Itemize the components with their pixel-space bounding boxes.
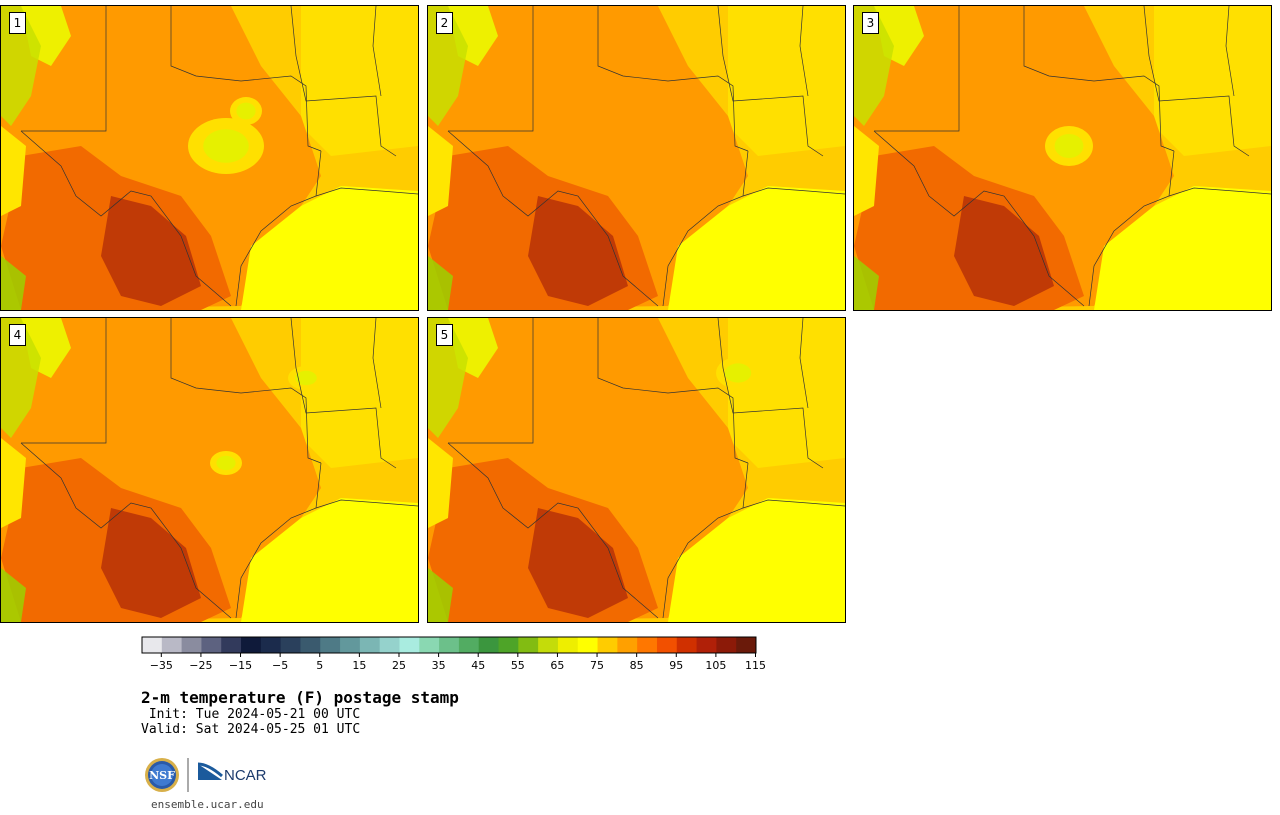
colorbar-tick-label: −35	[149, 659, 173, 672]
panel-number-label: 3	[862, 12, 879, 34]
colorbar-tick-label: 15	[352, 659, 367, 672]
colorbar-swatch	[280, 637, 301, 653]
colorbar-tick-label: 25	[391, 659, 406, 672]
colorbar-swatch	[181, 637, 202, 653]
colorbar-swatch	[300, 637, 321, 653]
colorbar-swatch	[201, 637, 222, 653]
colorbar-swatch	[676, 637, 698, 653]
init-time: Init: Tue 2024-05-21 00 UTC	[141, 707, 361, 722]
ensemble-member-1-map: 1	[0, 5, 419, 311]
panel-number-label: 5	[436, 324, 453, 346]
state-borders	[20, 6, 418, 307]
colorbar-swatch	[260, 637, 282, 653]
colorbar-swatch	[577, 637, 599, 653]
colorbar-tick-label: 65	[550, 659, 565, 672]
colorbar-swatch	[359, 637, 381, 653]
ensemble-member-5-map: 5	[427, 317, 846, 623]
map-title: 2-m temperature (F) postage stamp	[141, 688, 459, 707]
state-borders	[447, 318, 845, 619]
colorbar-swatch	[340, 637, 361, 653]
colorbar-swatch	[617, 637, 638, 653]
state-borders	[447, 6, 845, 307]
colorbar-tick-label: 75	[590, 659, 605, 672]
colorbar-tick-label: −25	[189, 659, 213, 672]
svg-text:NSF: NSF	[149, 769, 175, 782]
temperature-field	[1, 6, 418, 310]
colorbar-swatch	[419, 637, 440, 653]
ensemble-member-4-map: 4	[0, 317, 419, 623]
colorbar-tick-label: 95	[669, 659, 684, 672]
colorbar-swatch	[696, 637, 717, 653]
colorbar-swatch	[637, 637, 658, 653]
temperature-field	[854, 6, 1271, 310]
colorbar-swatch	[399, 637, 420, 653]
temperature-field	[428, 318, 845, 622]
panel-number-label: 2	[436, 12, 453, 34]
ensemble-member-2-map: 2	[427, 5, 846, 311]
state-borders	[873, 6, 1271, 307]
colorbar-swatch	[241, 637, 262, 653]
colorbar-swatch	[221, 637, 242, 653]
colorbar-tick-label: −5	[272, 659, 289, 672]
colorbar-swatch	[320, 637, 341, 653]
colorbar-tick-label: 5	[316, 659, 324, 672]
temperature-field	[1, 318, 418, 622]
colorbar-tick-label: 115	[745, 659, 766, 672]
nsf-logo-icon: NSF	[145, 758, 179, 792]
colorbar-swatch	[142, 637, 163, 653]
valid-time: Valid: Sat 2024-05-25 01 UTC	[141, 722, 361, 737]
svg-text:NCAR: NCAR	[224, 767, 267, 784]
state-borders	[20, 318, 418, 619]
colorbar-swatch	[379, 637, 400, 653]
ncar-logo-icon: NCAR	[197, 762, 267, 784]
colorbar-swatch	[597, 637, 618, 653]
colorbar-swatch	[161, 637, 183, 653]
colorbar-tick-label: 105	[705, 659, 727, 672]
temperature-field	[428, 6, 845, 310]
ensemble-member-3-map: 3	[853, 5, 1272, 311]
temperature-colorbar	[141, 636, 757, 657]
colorbar-swatch	[439, 637, 460, 653]
colorbar-swatch	[538, 637, 559, 653]
colorbar-swatch	[498, 637, 519, 653]
colorbar-swatch	[656, 637, 678, 653]
colorbar-swatch	[518, 637, 539, 653]
website-url: ensemble.ucar.edu	[151, 798, 264, 811]
colorbar-tick-label: 85	[629, 659, 644, 672]
colorbar-swatch	[458, 637, 480, 653]
panel-number-label: 4	[9, 324, 26, 346]
nsf-ncar-logos: NSF NCAR	[145, 758, 267, 792]
colorbar-tick-label: 35	[431, 659, 446, 672]
colorbar-swatch	[478, 637, 500, 653]
colorbar-swatch	[736, 637, 757, 653]
colorbar-tick-label: −15	[228, 659, 253, 672]
colorbar-swatch	[716, 637, 737, 653]
panel-number-label: 1	[9, 12, 26, 34]
colorbar-swatch	[557, 637, 579, 653]
colorbar-tick-label: 55	[510, 659, 525, 672]
colorbar-tick-label: 45	[471, 659, 486, 672]
